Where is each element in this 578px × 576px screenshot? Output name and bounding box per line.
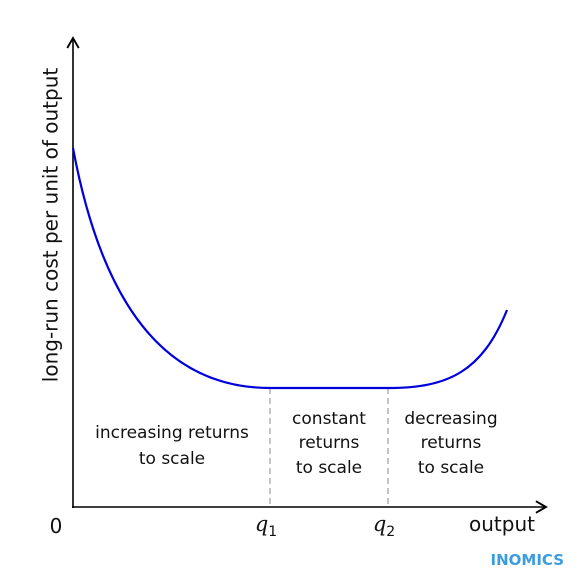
region-label: constant (292, 409, 366, 429)
region-label: to scale (296, 458, 362, 478)
q1-subscript: 1 (268, 524, 277, 540)
y-axis-label: long-run cost per unit of output (39, 68, 63, 383)
region-label: to scale (139, 449, 205, 469)
q1-symbol: q (255, 512, 268, 536)
region-label: to scale (418, 458, 484, 478)
q1-label: q1 (255, 512, 277, 540)
q2-label: q2 (373, 512, 395, 540)
region-label: returns (299, 433, 360, 453)
region-label: returns (421, 433, 482, 453)
origin-label: 0 (50, 514, 63, 538)
region-label: decreasing (404, 409, 497, 429)
q2-subscript: 2 (386, 524, 395, 540)
region-label: increasing returns (95, 423, 249, 443)
x-axis-label: output (469, 512, 535, 536)
lrac-curve (71, 147, 509, 390)
q2-symbol: q (373, 512, 386, 536)
brand: INOMICS (491, 551, 564, 569)
